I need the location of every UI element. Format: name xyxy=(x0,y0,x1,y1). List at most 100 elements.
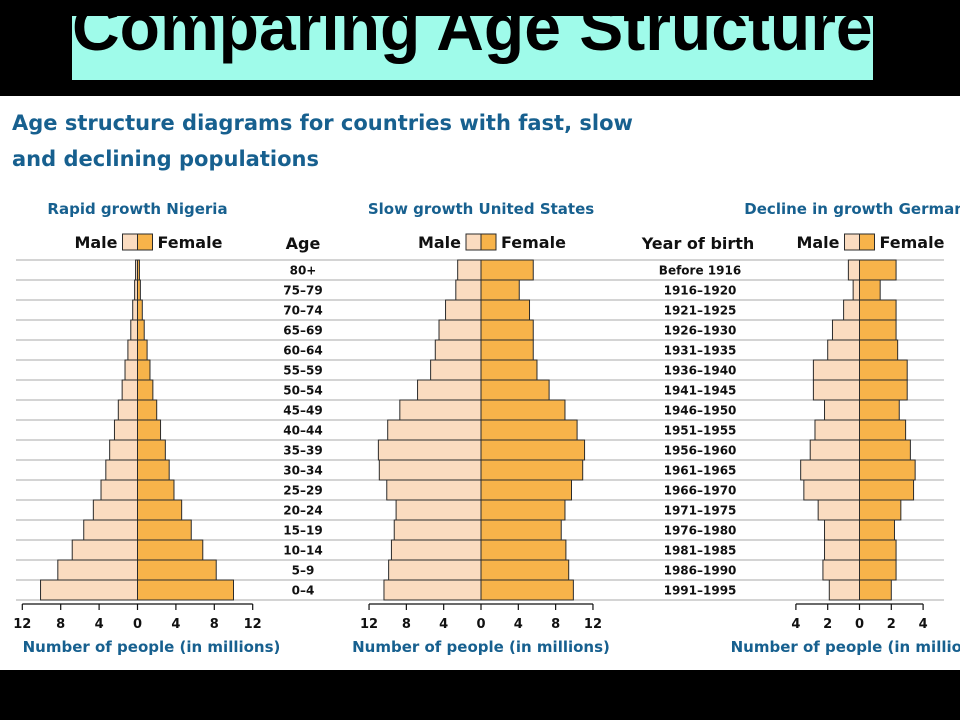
birth-year-label-bg xyxy=(650,522,750,538)
birth-year-label-bg xyxy=(650,562,750,578)
age-column-header: Age xyxy=(286,234,321,253)
bar-female xyxy=(137,499,183,521)
bar-female xyxy=(137,399,158,421)
bar-male xyxy=(814,419,860,441)
bar-male xyxy=(105,459,138,481)
x-tick-label: 8 xyxy=(551,617,560,632)
bar-female xyxy=(480,579,574,601)
legend-female-swatch xyxy=(859,233,875,251)
age-label-bg xyxy=(268,362,338,378)
age-group-label: 70–74 xyxy=(283,304,322,318)
age-label-bg xyxy=(268,462,338,478)
bar-male xyxy=(71,539,138,561)
legend-male-swatch xyxy=(122,233,138,251)
birth-year-label-bg xyxy=(650,462,750,478)
bar-male xyxy=(824,519,861,541)
bar-male xyxy=(124,359,138,381)
birth-year-label-bg xyxy=(650,382,750,398)
x-tick-label: 4 xyxy=(439,617,448,632)
bar-male xyxy=(117,399,139,421)
bar-male xyxy=(92,499,138,521)
birth-year-label: Before 1916 xyxy=(659,264,741,278)
bar-female xyxy=(859,359,908,381)
age-label-bg xyxy=(268,582,338,598)
age-label-bg xyxy=(268,482,338,498)
bar-male xyxy=(100,479,138,501)
bar-female xyxy=(480,339,534,361)
bar-male xyxy=(800,459,860,481)
bar-male xyxy=(831,319,860,341)
bar-female xyxy=(480,539,567,561)
bar-female xyxy=(480,519,562,541)
age-group-label: 20–24 xyxy=(283,504,322,518)
x-tick-label: 8 xyxy=(402,617,411,632)
x-tick-label: 12 xyxy=(584,617,602,632)
age-group-label: 5–9 xyxy=(292,564,315,578)
bar-male xyxy=(434,339,482,361)
birth-year-column-header: Year of birth xyxy=(641,234,755,253)
bar-male xyxy=(430,359,482,381)
age-label-bg xyxy=(268,502,338,518)
age-group-label: 55–59 xyxy=(283,364,322,378)
bar-male xyxy=(812,359,861,381)
bar-male xyxy=(803,479,860,501)
legend-male-label: Male xyxy=(418,233,461,252)
bar-female xyxy=(137,359,151,381)
x-tick-label: 4 xyxy=(95,617,104,632)
x-tick-label: 2 xyxy=(887,617,896,632)
x-tick-label: 12 xyxy=(13,617,31,632)
bar-male xyxy=(132,299,138,321)
birth-year-label-bg xyxy=(650,282,750,298)
birth-year-label-bg xyxy=(650,262,750,278)
age-group-label: 30–34 xyxy=(283,464,322,478)
birth-year-label-bg xyxy=(650,322,750,338)
bar-male xyxy=(57,559,138,581)
x-tick-label: 0 xyxy=(855,617,864,632)
bar-female xyxy=(859,459,916,481)
birth-year-label: 1991–1995 xyxy=(664,584,737,598)
bar-female xyxy=(137,439,166,461)
bar-female xyxy=(137,339,148,361)
bar-male xyxy=(113,419,138,441)
x-axis-label: Number of people (in millions) xyxy=(352,638,610,656)
legend-male-label: Male xyxy=(796,233,839,252)
birth-year-label-bg xyxy=(650,302,750,318)
pyramid-bars xyxy=(40,259,916,601)
bar-male xyxy=(393,519,482,541)
bar-female xyxy=(480,259,534,281)
bar-male xyxy=(383,579,482,601)
birth-year-label: 1956–1960 xyxy=(664,444,737,458)
age-label-bg xyxy=(268,282,338,298)
birth-year-label-bg xyxy=(650,442,750,458)
birth-year-label-bg xyxy=(650,342,750,358)
bar-female xyxy=(859,479,915,501)
birth-year-label: 1916–1920 xyxy=(664,284,737,298)
bar-female xyxy=(480,439,586,461)
legend-male-swatch xyxy=(465,233,482,251)
bar-male xyxy=(386,479,482,501)
bar-female xyxy=(137,419,162,441)
age-label-bg xyxy=(268,302,338,318)
birth-year-label: 1961–1965 xyxy=(664,464,737,478)
legend-female-label: Female xyxy=(158,233,223,252)
birth-year-label: 1986–1990 xyxy=(664,564,737,578)
x-tick-label: 12 xyxy=(244,617,262,632)
bar-male xyxy=(417,379,482,401)
x-tick-label: 0 xyxy=(476,617,485,632)
age-label-bg xyxy=(268,342,338,358)
bar-male xyxy=(847,259,860,281)
bar-female xyxy=(480,299,531,321)
birth-year-label: 1931–1935 xyxy=(664,344,737,358)
legend-male-label: Male xyxy=(74,233,117,252)
birth-year-label-bg xyxy=(650,422,750,438)
bar-male xyxy=(377,439,482,461)
bar-female xyxy=(480,379,550,401)
bar-female xyxy=(480,479,573,501)
chart-subtitle: Slow growth United States xyxy=(368,200,594,218)
bar-female xyxy=(859,439,911,461)
bar-male xyxy=(852,279,861,301)
bar-female xyxy=(480,459,584,481)
age-label-bg xyxy=(268,422,338,438)
bar-male xyxy=(843,299,860,321)
bar-female xyxy=(859,299,897,321)
